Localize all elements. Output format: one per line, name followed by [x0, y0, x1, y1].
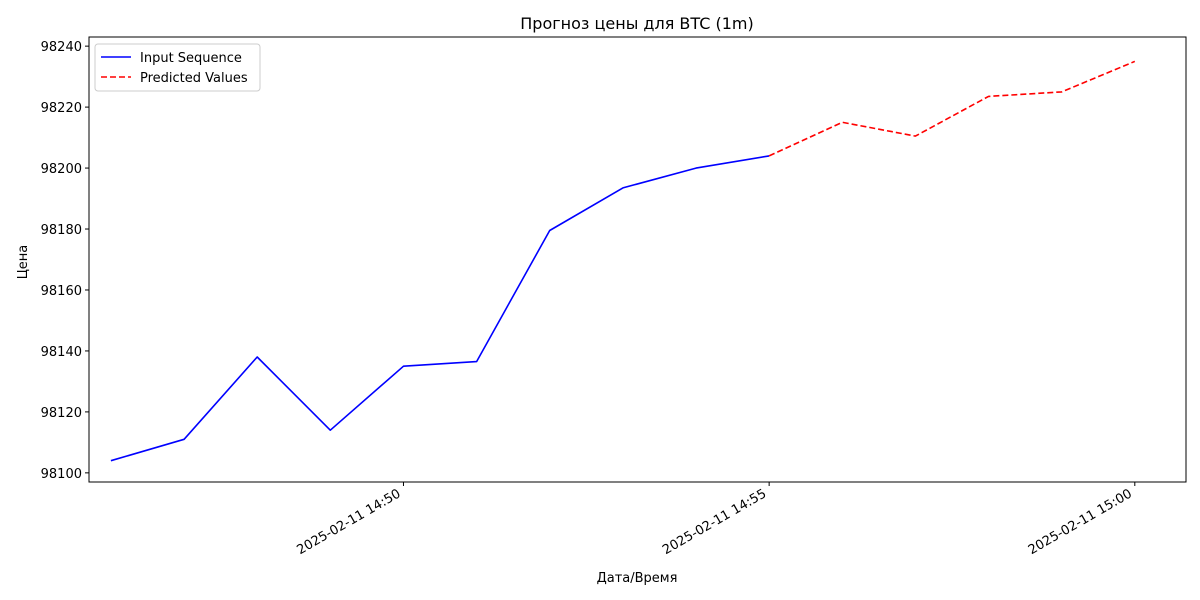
y-tick-label: 98120	[41, 406, 82, 421]
y-tick-label: 98180	[41, 223, 82, 238]
y-axis-label: Цена	[16, 245, 31, 280]
chart-title: Прогноз цены для BTC (1m)	[520, 14, 753, 33]
y-tick-label: 98200	[41, 162, 82, 177]
y-tick-label: 98220	[41, 101, 82, 116]
x-tick-label: 2025-02-11 14:55	[660, 486, 769, 558]
y-tick-label: 98160	[41, 284, 82, 299]
y-tick-label: 98140	[41, 345, 82, 360]
y-tick-label: 98240	[41, 40, 82, 55]
legend: Input Sequence Predicted Values	[94, 43, 261, 92]
series-line-1	[110, 155, 770, 462]
x-tick-label: 2025-02-11 15:00	[1026, 486, 1135, 558]
x-tick-label: 2025-02-11 14:50	[295, 486, 404, 558]
plot-frame	[88, 36, 1187, 483]
legend-box	[94, 43, 261, 92]
y-tick-label: 98100	[41, 467, 82, 482]
x-axis-label: Дата/Время	[597, 571, 678, 586]
legend-label-2: Predicted Values	[140, 71, 248, 86]
legend-label-1: Input Sequence	[140, 51, 242, 66]
series-line-2	[768, 60, 1136, 157]
